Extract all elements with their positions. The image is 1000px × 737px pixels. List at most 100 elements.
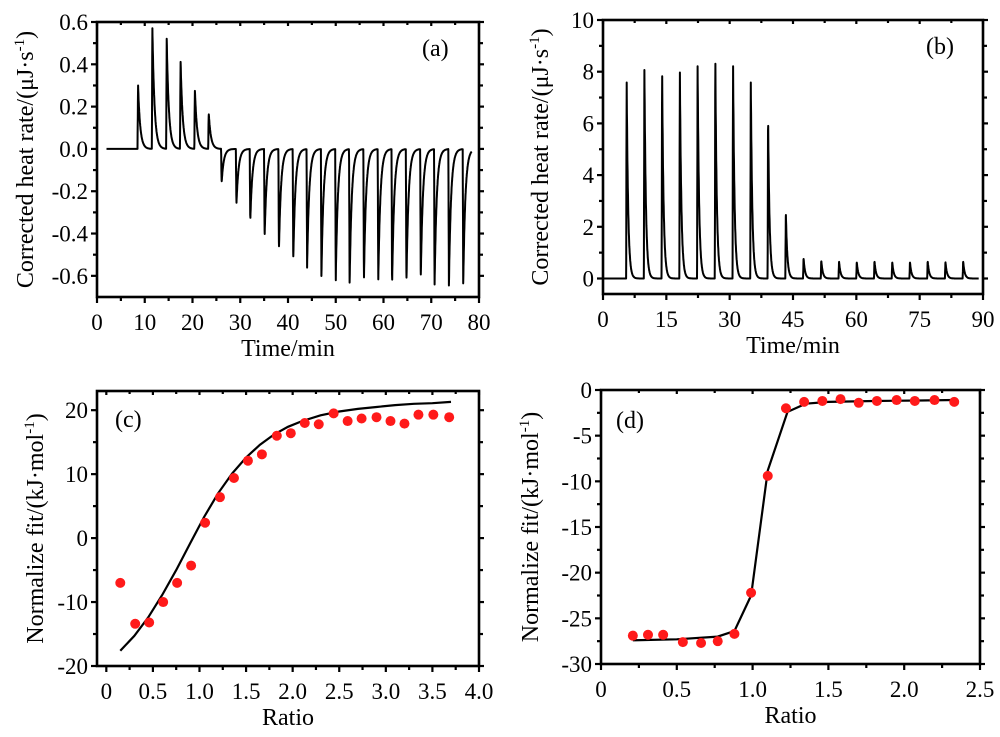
x-tick-label: 1.0 [738,677,767,702]
y-tick-label: -5 [573,424,592,449]
data-point [642,629,653,640]
x-tick-label: 3.5 [418,679,447,704]
x-tick-label: 1.0 [185,679,214,704]
thermogram-trace [603,62,980,280]
x-tick-label: 0 [91,310,103,335]
x-tick-label: 90 [972,307,995,332]
panel-b: 0 15 30 45 60 75 90 0 2 4 6 8 10 Time/min Corrected he… [527,8,995,359]
data-point [835,394,846,405]
data-point [299,417,310,428]
y-tick-label: 2 [583,215,595,240]
data-point [228,472,239,483]
data-point [444,412,455,423]
panel-tag: (c) [115,407,142,433]
panel-tag: (d) [616,408,644,434]
y-tick-label: -10 [561,469,592,494]
y-axis-title-main: Corrected heat rate/(μJ·s [13,51,39,288]
y-tick-label: -10 [57,590,88,615]
data-point [371,412,382,423]
y-axis-title-main: Normalize fit/(kJ·mol [23,433,49,643]
x-tick-label: 75 [908,307,931,332]
x-tick-label: 70 [420,310,443,335]
data-point [627,630,638,641]
y-tick-label: 8 [583,60,595,85]
data-point [242,455,253,466]
y-tick-label: -25 [561,606,592,631]
x-tick-label: 30 [718,307,741,332]
x-tick-label: 15 [655,307,678,332]
data-point [677,637,688,648]
panel-c: 0 0.5 1.0 1.5 2.0 2.5 3.0 3.5 4.0 -20 -10 0 10 20 Rati… [22,389,493,731]
data-point [762,470,773,481]
data-point [413,409,424,420]
data-point [746,587,757,598]
data-point [871,395,882,406]
x-tick-label: 10 [133,310,156,335]
y-tick-label: -30 [561,652,592,677]
plot-frame [95,20,481,299]
x-tick-label: 60 [372,310,395,335]
data-point [144,617,155,628]
panel-d: 0 0.5 1.0 1.5 2.0 2.5 -30 -25 -20 -15 -10 -5 0 Ratio N… [517,378,994,729]
x-tick-label: 1.5 [232,679,261,704]
y-axis-title-suffix: ) [518,412,544,420]
x-tick-label: 3.0 [371,679,400,704]
y-tick-label: 0.6 [59,10,88,35]
y-tick-label: -20 [561,561,592,586]
data-point [385,416,396,427]
y-tick-label: 6 [583,111,595,136]
data-point [891,395,902,406]
data-point [799,396,810,407]
y-axis-title-sup: -1 [12,39,28,52]
data-point [696,637,707,648]
y-tick-label: -20 [57,654,88,679]
x-tick-label: 80 [468,310,491,335]
y-axis-title: Normalize fit/(kJ·mol-1) [517,412,544,642]
x-tick-label: 2.0 [890,677,919,702]
y-tick-label: -0.4 [52,222,89,247]
y-tick-label: 0 [77,526,89,551]
data-point [328,408,339,419]
thermogram-trace [105,27,473,287]
data-point [130,618,141,629]
y-tick-label: 20 [65,398,88,423]
y-tick-label: 0.4 [59,52,88,77]
plot-area [632,398,955,642]
data-point [356,413,367,424]
data-point [929,395,940,406]
y-tick-label: 10 [571,8,594,33]
data-point [115,577,126,588]
x-axis-title: Time/min [241,336,335,362]
panel-tag: (b) [926,34,954,60]
data-point [285,428,296,439]
data-point [399,418,410,429]
y-axis-title-suffix: ) [528,28,554,36]
y-axis-title-sup: -1 [517,420,533,433]
x-tick-label: 0.5 [662,677,691,702]
y-tick-label: -15 [561,515,592,540]
panel-a: 0 10 20 30 40 50 60 70 80 -0.6 -0.4 -0.2 0.0 0.2 0.4 0.… [12,10,491,362]
data-point [172,577,183,588]
plot-frame [95,389,481,668]
data-point [817,395,828,406]
data-point [256,449,267,460]
x-tick-label: 2.5 [325,679,354,704]
x-tick-label: 40 [277,310,300,335]
y-axis-title-main: Normalize fit/(kJ·mol [518,432,544,642]
plot-area [105,27,473,287]
x-tick-label: 0 [101,679,113,704]
data-point [712,636,723,647]
y-axis-title: Corrected heat rate/(μJ·s-1) [527,28,554,285]
y-tick-label: -0.2 [52,179,88,204]
x-axis-title: Ratio [262,705,314,731]
y-axis-title: Corrected heat rate/(μJ·s-1) [12,31,39,288]
fit-curve [632,398,955,642]
y-axis-title-sup: -1 [527,36,543,49]
x-tick-label: 0 [597,307,609,332]
x-tick-label: 0.5 [139,679,168,704]
x-tick-label: 1.5 [814,677,843,702]
y-axis-title-main: Corrected heat rate/(μJ·s [528,49,554,286]
x-axis-title: Time/min [746,333,840,359]
y-axis-title-suffix: ) [13,31,39,39]
x-tick-label: 20 [181,310,204,335]
